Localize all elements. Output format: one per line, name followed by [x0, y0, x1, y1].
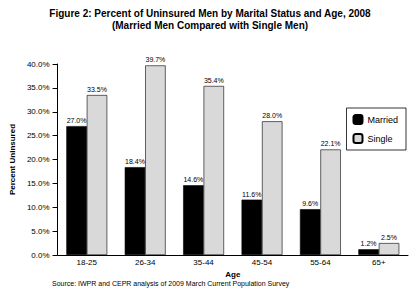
- svg-text:Married: Married: [367, 115, 398, 125]
- svg-text:28.0%: 28.0%: [262, 112, 282, 119]
- svg-text:18.4%: 18.4%: [125, 158, 145, 165]
- svg-text:26-34: 26-34: [135, 258, 156, 267]
- svg-text:65+: 65+: [372, 258, 386, 267]
- svg-text:25.0%: 25.0%: [27, 131, 50, 140]
- svg-text:35-44: 35-44: [193, 258, 214, 267]
- svg-text:5.0%: 5.0%: [31, 227, 49, 236]
- svg-text:55-64: 55-64: [310, 258, 331, 267]
- svg-text:1.2%: 1.2%: [361, 240, 377, 247]
- svg-text:Single: Single: [367, 134, 392, 144]
- svg-text:9.6%: 9.6%: [302, 200, 318, 207]
- svg-text:10.0%: 10.0%: [27, 203, 50, 212]
- svg-text:2.5%: 2.5%: [381, 234, 397, 241]
- svg-text:22.1%: 22.1%: [321, 140, 341, 147]
- svg-text:35.4%: 35.4%: [204, 77, 224, 84]
- svg-text:30.0%: 30.0%: [27, 107, 50, 116]
- svg-text:Figure 2: Percent of Uninsured: Figure 2: Percent of Uninsured Men by Ma…: [49, 8, 371, 19]
- svg-text:(Married Men Compared with Sin: (Married Men Compared with Single Men): [112, 20, 308, 31]
- svg-text:33.5%: 33.5%: [87, 86, 107, 93]
- svg-text:0.0%: 0.0%: [31, 251, 49, 260]
- svg-text:Source: IWPR and CEPR analysis: Source: IWPR and CEPR analysis of 2009 M…: [52, 280, 290, 288]
- svg-text:39.7%: 39.7%: [145, 56, 165, 63]
- svg-text:45-54: 45-54: [252, 258, 273, 267]
- svg-text:35.0%: 35.0%: [27, 83, 50, 92]
- svg-text:Percent Uninsured: Percent Uninsured: [8, 124, 17, 195]
- svg-text:40.0%: 40.0%: [27, 60, 50, 69]
- svg-text:11.6%: 11.6%: [242, 191, 261, 198]
- svg-text:18-25: 18-25: [77, 258, 98, 267]
- svg-text:20.0%: 20.0%: [27, 155, 50, 164]
- svg-text:Age: Age: [225, 270, 241, 279]
- svg-text:15.0%: 15.0%: [27, 179, 50, 188]
- svg-text:14.6%: 14.6%: [183, 176, 203, 183]
- svg-text:27.0%: 27.0%: [67, 117, 87, 124]
